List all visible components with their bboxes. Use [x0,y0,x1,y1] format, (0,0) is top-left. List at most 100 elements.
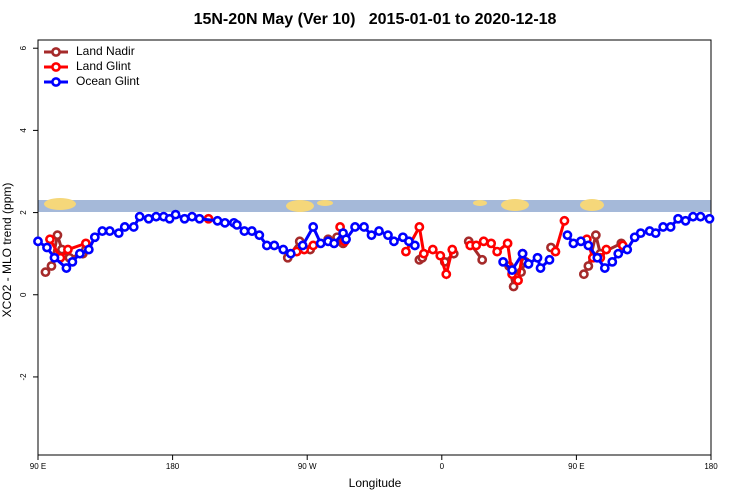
data-point [544,254,555,265]
legend-marker [51,62,61,72]
data-point [194,213,205,224]
data-point [239,226,250,236]
data-point [170,209,181,220]
data-point [61,263,72,273]
data-point [143,213,154,224]
data-point [590,230,601,241]
x-tick-label: 90 E [568,462,584,471]
data-point [246,226,257,236]
data-point [315,238,326,249]
data-point [134,211,145,222]
data-point [568,238,579,249]
data-point [535,263,546,273]
data-point [113,228,124,239]
data-point [45,234,55,245]
data-point [575,236,586,247]
data-point [285,248,296,259]
data-point [680,215,691,226]
data-point [665,222,676,232]
data-point [486,238,497,249]
y-tick-label: 4 [19,128,28,133]
legend-marker [51,47,61,57]
chart-title: 15N-20N May (Ver 10) 2015-01-01 to 2020-… [194,11,557,28]
data-point [532,252,543,263]
data-point [523,259,534,269]
y-tick-label: 6 [19,45,28,50]
data-point [401,246,411,257]
data-point [374,226,384,236]
data-point [441,269,452,280]
data-point [220,217,230,228]
data-point [269,240,280,251]
data-point [33,236,43,247]
x-tick-label: 90 W [298,462,317,471]
data-point [478,236,489,247]
data-point [635,228,646,239]
data-point [254,230,265,241]
data-point [447,244,458,255]
data-point [622,244,633,255]
y-tick-label: 2 [19,210,28,215]
data-point [502,238,513,249]
data-point [350,222,360,232]
data-point [513,275,523,286]
y-tick-label: 0 [19,292,28,297]
data-point [74,248,85,259]
data-point [49,252,60,263]
data-point [63,244,73,255]
data-point [578,269,589,280]
x-axis-label: Longitude [349,476,402,490]
data-point [212,215,223,226]
legend-label: Ocean Glint [76,74,140,88]
data-point [427,244,438,255]
data-point [46,261,57,271]
data-point [508,281,519,292]
data-point [418,248,429,259]
data-point [658,222,669,232]
data-point [97,226,108,236]
data-point [559,215,570,226]
data-point [517,248,528,259]
data-point [104,226,115,236]
x-tick-label: 180 [166,462,180,471]
x-tick-label: 90 E [30,462,46,471]
data-point [704,213,715,224]
data-point [83,244,94,255]
x-tick-label: 0 [440,462,445,471]
data-point [232,220,242,230]
data-point [507,265,517,275]
data-point [688,211,698,222]
data-point [409,240,420,251]
data-point [52,230,63,241]
legend-label: Land Nadir [76,44,135,58]
data-point [389,236,399,247]
data-point [435,250,446,261]
data-point [297,240,308,251]
data-point [366,230,377,241]
data-point [583,261,594,271]
data-point [650,228,661,239]
data-point [695,211,706,222]
data-point [673,213,683,224]
data-point [583,240,594,251]
data-point [329,238,340,249]
data-point [308,240,319,251]
data-point [187,211,197,222]
legend-marker [51,77,61,87]
data-point [151,211,162,222]
data-point [179,213,190,224]
data-point [592,252,603,263]
data-point [261,240,272,251]
data-point [119,222,130,232]
data-point [492,246,503,257]
data-point [89,232,100,243]
data-point [613,248,624,259]
data-point [42,242,52,253]
x-tick-label: 180 [704,462,718,471]
data-point [550,246,561,257]
data-point [477,254,488,265]
data-point [414,222,425,232]
data-point [471,240,482,251]
data-point [599,263,610,273]
